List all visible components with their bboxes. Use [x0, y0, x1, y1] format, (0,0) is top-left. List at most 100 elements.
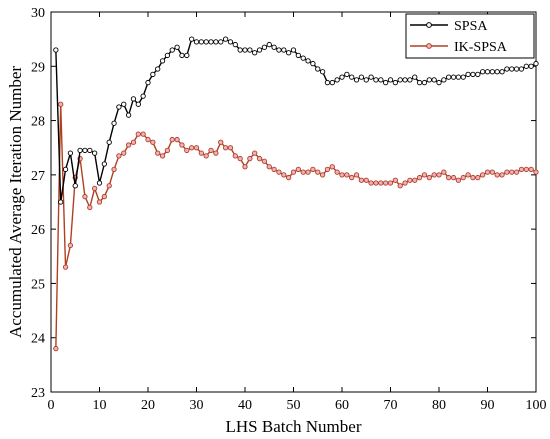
- data-point-ik-spsa: [523, 166, 529, 173]
- data-point-ik-spsa: [528, 166, 534, 173]
- legend-marker-spsa: [426, 22, 432, 28]
- data-point-ik-spsa: [513, 169, 520, 175]
- data-point-spsa: [436, 79, 442, 86]
- data-point-spsa: [67, 150, 74, 156]
- data-point-ik-spsa: [344, 172, 350, 178]
- data-point-spsa: [261, 44, 268, 50]
- data-point-ik-spsa: [373, 180, 379, 186]
- data-point-spsa: [222, 36, 229, 42]
- data-point-spsa: [494, 69, 500, 75]
- data-point-spsa: [407, 77, 413, 83]
- data-point-ik-spsa: [470, 174, 476, 181]
- data-point-spsa: [339, 74, 345, 80]
- data-point-ik-spsa: [363, 177, 369, 183]
- y-tick-label: 27: [31, 169, 45, 184]
- data-point-ik-spsa: [353, 172, 360, 178]
- data-point-spsa: [130, 96, 137, 102]
- data-point-spsa: [140, 93, 146, 99]
- data-point-ik-spsa: [227, 145, 234, 151]
- y-tick-label: 26: [31, 223, 45, 238]
- x-tick-label: 70: [384, 398, 398, 413]
- data-point-spsa: [484, 69, 491, 75]
- data-point-spsa: [300, 55, 306, 61]
- data-point-spsa: [368, 74, 374, 80]
- data-point-ik-spsa: [465, 172, 471, 178]
- data-point-ik-spsa: [232, 153, 238, 159]
- data-point-ik-spsa: [431, 172, 437, 178]
- data-point-ik-spsa: [475, 174, 481, 181]
- data-point-ik-spsa: [256, 155, 263, 162]
- data-point-ik-spsa: [193, 145, 200, 151]
- data-point-ik-spsa: [455, 177, 462, 183]
- x-tick-label: 20: [141, 398, 155, 413]
- data-point-ik-spsa: [387, 180, 394, 186]
- data-point-spsa: [523, 63, 529, 69]
- data-point-spsa: [499, 69, 505, 75]
- data-point-ik-spsa: [67, 242, 74, 249]
- data-point-ik-spsa: [145, 136, 151, 143]
- data-point-spsa: [402, 77, 408, 83]
- data-point-spsa: [324, 79, 331, 86]
- data-point-ik-spsa: [96, 199, 103, 205]
- data-point-spsa: [237, 47, 243, 53]
- data-point-spsa: [276, 47, 282, 53]
- data-point-ik-spsa: [421, 172, 428, 178]
- data-point-spsa: [125, 112, 132, 118]
- data-point-ik-spsa: [358, 177, 365, 183]
- data-point-ik-spsa: [499, 172, 505, 178]
- data-point-spsa: [450, 74, 457, 80]
- data-point-spsa: [82, 147, 88, 154]
- data-point-spsa: [247, 47, 253, 53]
- data-point-spsa: [329, 79, 335, 86]
- data-point-ik-spsa: [106, 183, 112, 189]
- data-point-ik-spsa: [494, 172, 500, 178]
- data-point-ik-spsa: [159, 153, 166, 159]
- data-point-ik-spsa: [271, 166, 277, 173]
- series-line-ik-spsa: [55, 104, 537, 349]
- x-tick-label: 80: [432, 398, 446, 413]
- data-point-spsa: [53, 47, 59, 53]
- data-point-spsa: [489, 69, 495, 75]
- data-point-spsa: [513, 66, 520, 72]
- data-point-spsa: [475, 71, 481, 78]
- data-point-ik-spsa: [281, 172, 287, 178]
- data-point-ik-spsa: [295, 166, 301, 173]
- data-point-ik-spsa: [261, 158, 268, 164]
- data-point-ik-spsa: [198, 150, 205, 156]
- data-point-spsa: [290, 47, 297, 53]
- data-point-ik-spsa: [460, 174, 466, 181]
- data-point-ik-spsa: [125, 142, 132, 148]
- data-point-ik-spsa: [397, 183, 403, 189]
- data-point-ik-spsa: [509, 169, 515, 175]
- data-point-spsa: [455, 74, 462, 80]
- data-point-spsa: [387, 77, 394, 83]
- data-point-ik-spsa: [179, 142, 185, 148]
- data-point-ik-spsa: [349, 174, 355, 181]
- data-point-ik-spsa: [242, 164, 248, 170]
- data-point-ik-spsa: [101, 193, 108, 200]
- data-point-spsa: [106, 139, 112, 145]
- legend: SPSA IK-SPSA: [405, 13, 535, 59]
- data-point-ik-spsa: [412, 177, 418, 183]
- data-point-spsa: [295, 52, 301, 59]
- data-point-spsa: [135, 101, 141, 107]
- data-point-ik-spsa: [116, 153, 122, 159]
- data-point-spsa: [363, 77, 369, 83]
- data-point-ik-spsa: [324, 166, 331, 173]
- data-point-ik-spsa: [339, 172, 345, 178]
- data-point-spsa: [169, 47, 175, 53]
- data-point-spsa: [77, 147, 83, 154]
- y-tick-label: 28: [31, 115, 45, 130]
- data-point-spsa: [155, 66, 161, 72]
- y-tick-label: 29: [31, 60, 45, 75]
- legend-box: [405, 13, 535, 59]
- legend-label-spsa: SPSA: [454, 19, 488, 34]
- data-point-spsa: [416, 79, 423, 86]
- data-point-ik-spsa: [62, 264, 69, 270]
- data-point-spsa: [509, 66, 515, 72]
- data-point-ik-spsa: [164, 147, 171, 154]
- data-point-spsa: [421, 79, 428, 86]
- data-point-spsa: [87, 147, 93, 154]
- data-point-spsa: [315, 66, 321, 72]
- data-point-spsa: [193, 39, 200, 45]
